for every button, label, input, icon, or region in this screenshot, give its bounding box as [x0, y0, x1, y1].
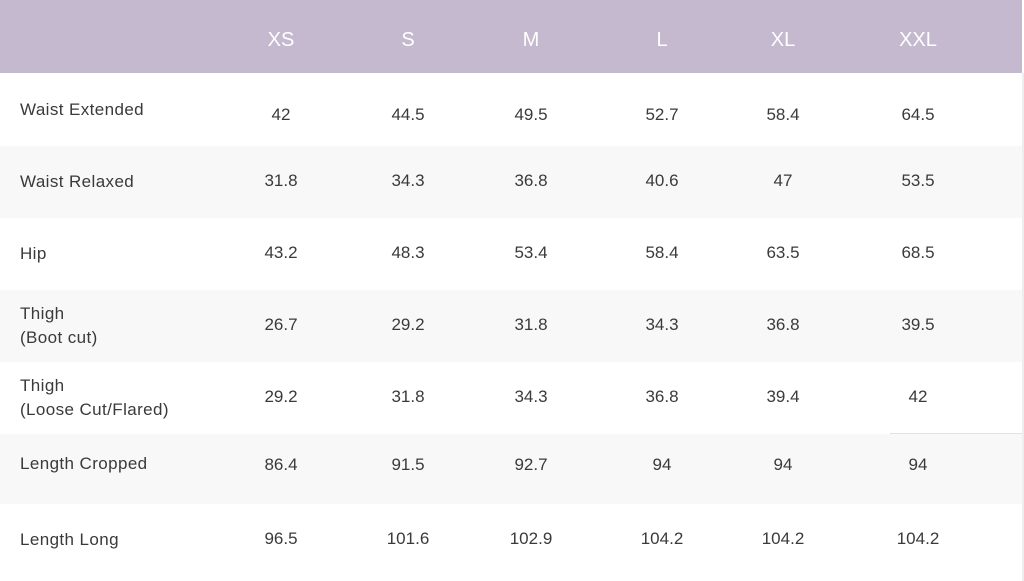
- row-label: Waist Extended: [20, 98, 144, 122]
- cell-value: 53.4: [514, 243, 548, 262]
- table-row-length-cropped: Length Cropped 86.4 91.5 92.7 94 94 94: [0, 434, 1024, 504]
- cell-value: 94: [908, 455, 928, 474]
- cell-value: 34.3: [391, 171, 425, 190]
- row-label-line: Hip: [20, 244, 47, 263]
- cell-value: 63.5: [766, 243, 800, 262]
- cell-value: 104.2: [896, 529, 940, 548]
- cell-value: 104.2: [640, 529, 684, 548]
- row-label: Thigh (Loose Cut/Flared): [20, 374, 169, 422]
- cell-value: 42: [271, 105, 291, 124]
- cell-value: 64.5: [901, 105, 935, 124]
- row-label-line: Thigh: [20, 376, 65, 395]
- row-label: Length Cropped: [20, 452, 148, 476]
- table-row-thigh-boot-cut: Thigh (Boot cut) 26.7 29.2 31.8 34.3 36.8 39.5: [0, 290, 1024, 362]
- cell-value: 48.3: [391, 243, 425, 262]
- table-row-waist-relaxed: Waist Relaxed 31.8 34.3 36.8 40.6 47 53.5: [0, 146, 1024, 218]
- cell-value: 44.5: [391, 105, 425, 124]
- cell-value: 94: [773, 455, 793, 474]
- table-row-hip: Hip 43.2 48.3 53.4 58.4 63.5 68.5: [0, 218, 1024, 290]
- cell-value: 34.3: [514, 387, 548, 406]
- cell-value: 40.6: [645, 171, 679, 190]
- row-label-line: Length Long: [20, 530, 119, 549]
- cell-value: 58.4: [766, 105, 800, 124]
- cell-value: 29.2: [391, 315, 425, 334]
- cell-value: 104.2: [761, 529, 805, 548]
- cell-value: 36.8: [645, 387, 679, 406]
- cell-value: 52.7: [645, 105, 679, 124]
- cell-value: 31.8: [264, 171, 298, 190]
- cell-value: 58.4: [645, 243, 679, 262]
- row-label-line: Waist Extended: [20, 100, 145, 119]
- row-label-line: (Boot cut): [20, 328, 98, 347]
- cell-value: 68.5: [901, 243, 935, 262]
- cell-divider: [890, 433, 1024, 434]
- cell-value: 34.3: [645, 315, 679, 334]
- cell-value: 47: [773, 171, 793, 190]
- cell-value: 91.5: [391, 455, 425, 474]
- row-label: Thigh (Boot cut): [20, 302, 98, 350]
- size-header-l: L: [656, 29, 668, 51]
- size-header-row: XS S M L XL XXL: [0, 0, 1022, 73]
- row-label-line: Thigh: [20, 304, 65, 323]
- cell-value: 49.5: [514, 105, 548, 124]
- cell-value: 53.5: [901, 171, 935, 190]
- table-row-waist-extended: Waist Extended 42 44.5 49.5 52.7 58.4 64.5: [0, 73, 1024, 146]
- size-header-xs: XS: [267, 29, 295, 51]
- row-label-line: (Loose Cut/Flared): [20, 400, 169, 419]
- row-label: Hip: [20, 242, 47, 266]
- cell-value: 39.5: [901, 315, 935, 334]
- cell-value: 86.4: [264, 455, 298, 474]
- row-label-line: Length Cropped: [20, 454, 148, 473]
- table-row-length-long: Length Long 96.5 101.6 102.9 104.2 104.2 104.2: [0, 504, 1024, 576]
- cell-value: 43.2: [264, 243, 298, 262]
- cell-value: 36.8: [766, 315, 800, 334]
- table-edge: [1022, 73, 1024, 581]
- cell-value: 101.6: [386, 529, 430, 548]
- size-header-xxl: XXL: [899, 29, 937, 51]
- cell-value: 94: [652, 455, 672, 474]
- cell-value: 102.9: [509, 529, 553, 548]
- size-header-m: M: [522, 29, 540, 51]
- cell-value: 39.4: [766, 387, 800, 406]
- size-header-s: S: [401, 29, 415, 51]
- cell-value: 92.7: [514, 455, 548, 474]
- table-row-thigh-loose-cut: Thigh (Loose Cut/Flared) 29.2 31.8 34.3 36.8 3…: [0, 362, 1024, 434]
- cell-value: 26.7: [264, 315, 298, 334]
- size-header-xl: XL: [770, 29, 796, 51]
- cell-value: 42: [908, 387, 928, 406]
- cell-value: 96.5: [264, 529, 298, 548]
- cell-value: 36.8: [514, 171, 548, 190]
- cell-value: 29.2: [264, 387, 298, 406]
- cell-value: 31.8: [514, 315, 548, 334]
- row-label: Waist Relaxed: [20, 170, 134, 194]
- row-label-line: Waist Relaxed: [20, 172, 135, 191]
- cell-value: 31.8: [391, 387, 425, 406]
- row-label: Length Long: [20, 528, 119, 552]
